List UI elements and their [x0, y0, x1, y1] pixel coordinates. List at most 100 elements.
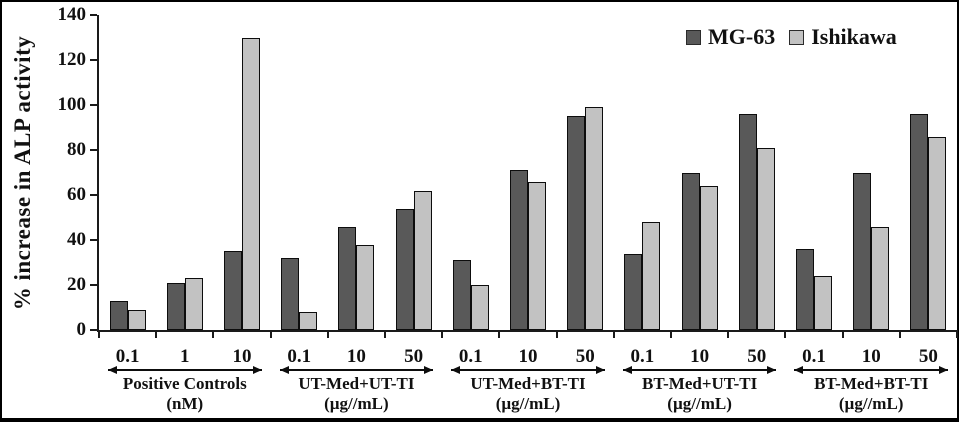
y-axis-tick	[90, 194, 97, 196]
bar-ishikawa-50	[585, 107, 604, 330]
y-tick-label: 120	[57, 49, 87, 70]
x-tick-label: 0.1	[287, 346, 312, 367]
bar-mg63-10	[853, 172, 872, 330]
x-tick-label: 50	[575, 346, 595, 367]
x-tick-label: 10	[690, 346, 710, 367]
legend: MG-63 Ishikawa	[686, 24, 897, 50]
group-unit-label: (nM)	[166, 394, 204, 413]
x-axis-tick	[784, 330, 787, 338]
x-axis-tick	[727, 330, 730, 338]
bar-ishikawa-50	[413, 190, 432, 330]
x-tick-label: 50	[918, 346, 938, 367]
y-axis-tick	[90, 239, 97, 241]
x-tick-label: 10	[861, 346, 881, 367]
y-axis-tick	[90, 149, 97, 151]
y-tick-label: 40	[67, 229, 86, 250]
y-axis-tick	[90, 59, 97, 61]
group-unit-label: (µg//mL)	[838, 394, 904, 413]
x-axis-tick	[98, 330, 100, 338]
x-axis-tick	[956, 330, 958, 338]
x-tick-label: 0.1	[458, 346, 483, 367]
y-axis-tick	[90, 104, 97, 106]
x-axis-tick	[212, 330, 215, 338]
legend-item-ishikawa: Ishikawa	[789, 24, 897, 50]
bar-ishikawa-50	[928, 136, 947, 330]
x-tick-label: 50	[747, 346, 767, 367]
group-unit-label: (µg//mL)	[667, 394, 732, 413]
x-axis-tick	[441, 330, 444, 338]
bar-mg63-0.1	[109, 300, 128, 330]
bar-ishikawa-10	[242, 37, 260, 330]
group-label: BT-Med+UT-TI	[642, 374, 758, 393]
bar-mg63-50	[738, 114, 757, 330]
x-axis-tick	[155, 330, 158, 338]
y-tick-label: 100	[57, 94, 87, 115]
group-label: UT-Med+UT-TI	[298, 374, 415, 393]
group-label: UT-Med+BT-TI	[470, 374, 586, 393]
x-tick-label: 0.1	[115, 346, 140, 367]
legend-label-ishikawa: Ishikawa	[811, 24, 897, 49]
bar-mg63-50	[395, 208, 414, 330]
group-range-arrow	[622, 366, 777, 374]
bar-mg63-0.1	[796, 249, 814, 330]
bar-ishikawa-50	[756, 147, 775, 330]
bar-mg63-10	[224, 251, 242, 330]
x-tick-label: 0.1	[802, 346, 826, 367]
x-axis-tick	[384, 330, 386, 338]
bar-mg63-10	[681, 172, 700, 330]
x-axis-tick	[269, 330, 272, 338]
x-axis-tick	[670, 330, 672, 338]
group-range-arrow	[108, 366, 262, 374]
y-tick-label: 140	[57, 4, 87, 25]
y-tick-label: 80	[67, 139, 86, 160]
x-axis-tick	[612, 330, 615, 338]
bar-ishikawa-0.1	[642, 222, 661, 330]
y-axis-title: % increase in ALP activity	[10, 35, 35, 311]
x-tick-label: 1	[180, 346, 190, 367]
bar-ishikawa-10	[871, 226, 890, 330]
x-tick-label: 0.1	[630, 346, 655, 367]
bar-mg63-0.1	[624, 253, 643, 330]
bar-mg63-0.1	[452, 260, 471, 330]
group-unit-label: (µg//mL)	[495, 394, 561, 413]
bar-ishikawa-10	[528, 181, 546, 330]
legend-item-mg63: MG-63	[686, 24, 775, 50]
bar-mg63-10	[338, 226, 357, 330]
y-axis-tick	[90, 329, 97, 331]
x-axis-tick	[898, 330, 901, 338]
x-tick-label: 50	[404, 346, 424, 367]
bar-ishikawa-10	[356, 244, 375, 330]
group-label: Positive Controls	[122, 374, 247, 393]
bar-ishikawa-0.1	[299, 312, 318, 330]
bar-mg63-50	[910, 114, 929, 330]
group-range-arrow	[794, 366, 948, 374]
y-axis-tick	[90, 14, 97, 16]
group-range-arrow	[451, 366, 605, 374]
bar-ishikawa-10	[699, 186, 718, 330]
group-label: BT-Med+BT-TI	[814, 374, 929, 393]
ishikawa-swatch-icon	[789, 29, 805, 45]
y-tick-label: 0	[76, 319, 87, 340]
bar-mg63-10	[510, 170, 528, 330]
x-tick-label: 10	[346, 346, 366, 367]
x-tick-label: 10	[518, 346, 538, 367]
bar-mg63-0.1	[281, 258, 300, 330]
x-axis-tick	[326, 330, 329, 338]
bar-mg63-50	[567, 116, 586, 330]
bar-ishikawa-0.1	[470, 285, 489, 330]
bar-ishikawa-0.1	[814, 276, 832, 330]
bar-ishikawa-1	[184, 278, 203, 330]
x-tick-label: 10	[232, 346, 252, 367]
x-axis-tick	[498, 330, 501, 338]
y-tick-label: 60	[67, 184, 86, 205]
group-range-arrow	[279, 366, 434, 374]
group-unit-label: (µg//mL)	[324, 394, 389, 413]
bar-mg63-1	[166, 282, 185, 330]
x-axis-tick	[555, 330, 558, 338]
y-tick-label: 20	[67, 274, 86, 295]
legend-label-mg63: MG-63	[708, 24, 776, 49]
y-axis-tick	[90, 284, 97, 286]
plot-area: 0 20 40 60 80 100 120 140 0.1 1 10 0.1 10 50 0.1 10 50 0.…	[58, 4, 958, 413]
